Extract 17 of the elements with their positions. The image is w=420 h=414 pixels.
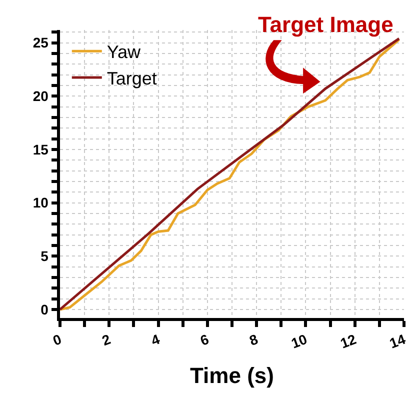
legend-label: Target [106, 68, 157, 88]
x-tick-label: 6 [198, 330, 212, 349]
x-tick-label: 8 [247, 330, 260, 349]
annotation: Target Image [258, 12, 394, 37]
x-axis-title: Time (s) [190, 363, 274, 388]
y-tick-label: 0 [40, 301, 49, 318]
x-tick-label: 12 [338, 330, 358, 352]
x-tick-label: 10 [289, 330, 310, 352]
y-tick-label: 5 [40, 248, 49, 264]
x-tick-label: 2 [100, 330, 113, 349]
legend-label: Yaw [106, 42, 142, 62]
x-tick-label: 14 [387, 330, 408, 352]
y-tick-label: 10 [32, 194, 49, 211]
y-tick-label: 15 [32, 141, 49, 158]
y-tick-label: 25 [32, 34, 49, 51]
y-tick-label: 20 [32, 88, 49, 104]
x-tick-label: 4 [148, 330, 162, 349]
